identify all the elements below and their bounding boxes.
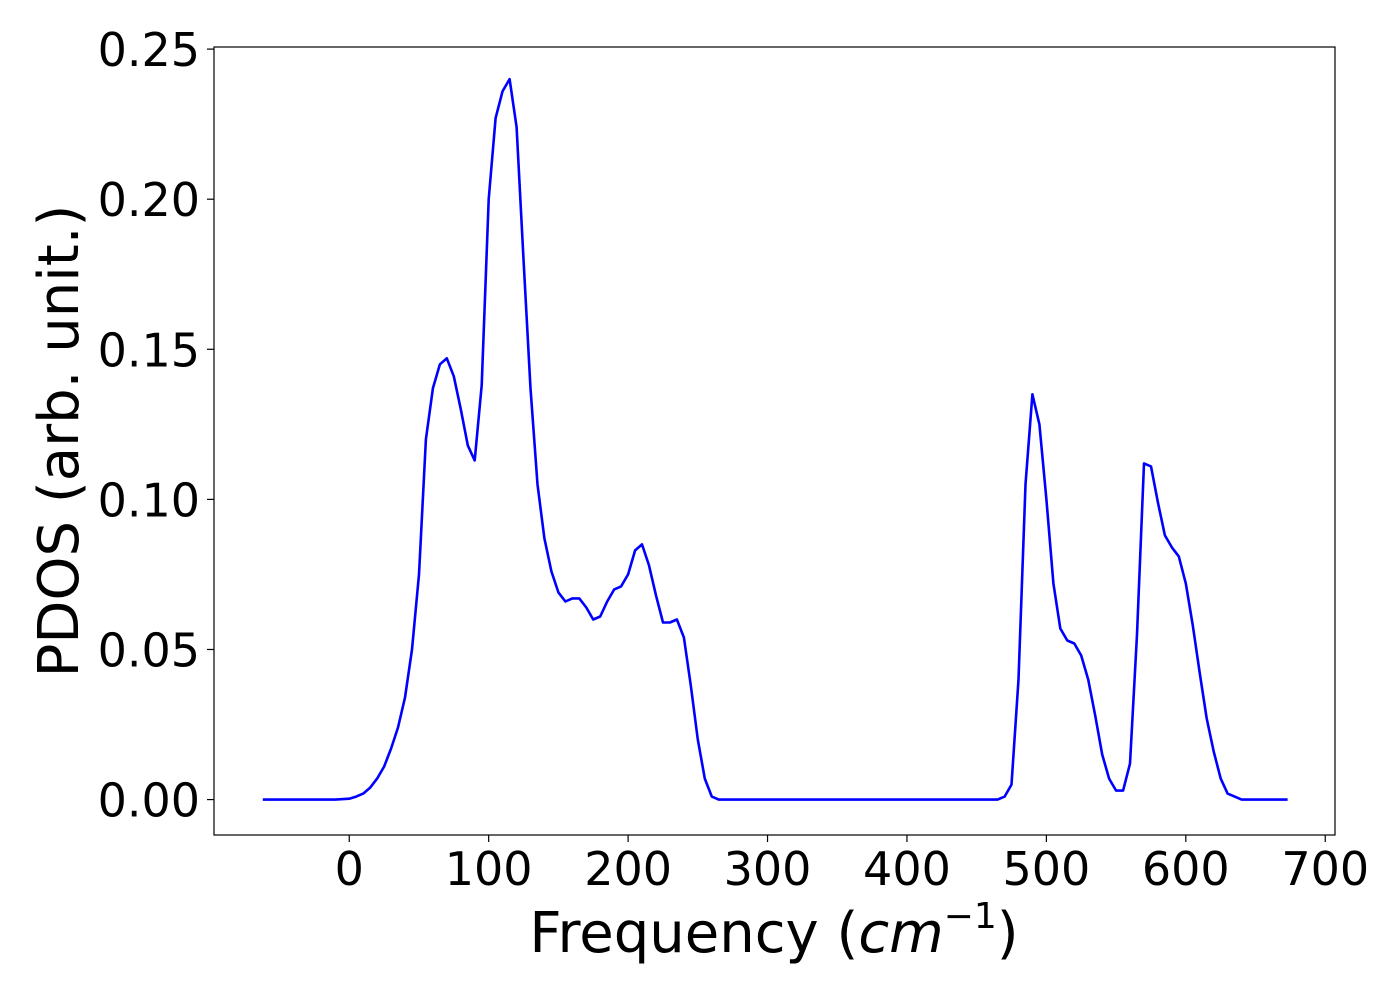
y-axis: 0.00 0.05 0.10 0.15 0.20 0.25 xyxy=(98,23,214,828)
x-tick-label: 400 xyxy=(863,842,951,896)
x-tick-label: 300 xyxy=(724,842,812,896)
plot-frame xyxy=(213,46,1336,836)
x-tick-label: 500 xyxy=(1002,842,1090,896)
x-tick-label: 100 xyxy=(445,842,533,896)
x-tick-label: 0 xyxy=(335,842,364,896)
x-axis: 0 100 200 300 400 500 600 700 xyxy=(335,835,1369,896)
y-tick-label: 0.10 xyxy=(98,473,200,527)
y-axis-label: PDOS (arb. unit.) xyxy=(27,205,92,678)
x-tick-label: 200 xyxy=(584,842,672,896)
pdos-line xyxy=(262,77,1288,801)
y-tick-label: 0.15 xyxy=(98,323,200,377)
y-tick-label: 0.05 xyxy=(98,623,200,677)
y-tick-label: 0.25 xyxy=(98,23,200,77)
x-tick-label: 600 xyxy=(1142,842,1230,896)
y-tick-label: 0.00 xyxy=(98,774,200,828)
x-axis-label: Frequency (cm−1) xyxy=(529,896,1018,966)
y-tick-label: 0.20 xyxy=(98,173,200,227)
x-tick-label: 700 xyxy=(1281,842,1369,896)
